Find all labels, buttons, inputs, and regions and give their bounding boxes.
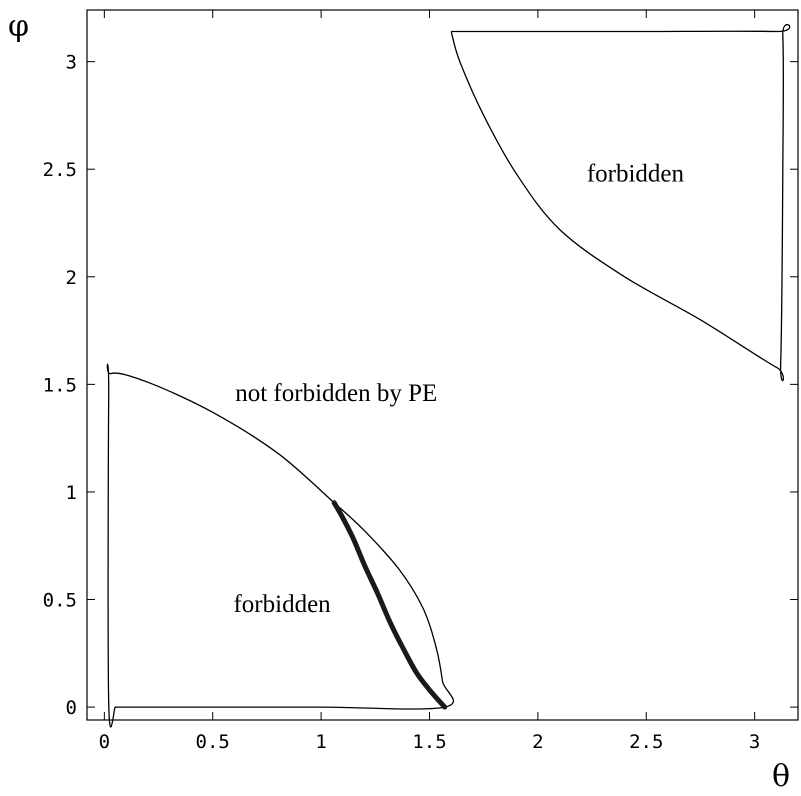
x-tick-label: 3: [749, 731, 760, 753]
x-tick-label: 1.5: [412, 731, 446, 753]
x-axis-label: θ: [772, 759, 790, 794]
thick-curve: [331, 500, 448, 710]
region-label: forbidden: [233, 591, 331, 618]
y-tick-label: 2: [66, 267, 77, 289]
region-boundary-1: [106, 363, 454, 728]
x-tick-label: 0: [99, 731, 110, 753]
tick-labels: 0 0.5 1 1.5 2 2.5 3 0 0.5 1 1.5 2 2.5 3: [43, 52, 761, 753]
y-axis-label: φ: [8, 9, 29, 44]
region-boundary-2: [450, 24, 791, 382]
region-label: forbidden: [587, 161, 685, 188]
tick-marks: [87, 10, 798, 720]
y-tick-label: 1: [66, 482, 77, 504]
x-tick-label: 2.5: [629, 731, 663, 753]
x-tick-label: 0.5: [196, 731, 230, 753]
y-tick-label: 0: [66, 697, 77, 719]
series-layer: [106, 24, 791, 728]
region-label: not forbidden by PE: [235, 380, 437, 407]
annotations: forbidden not forbidden by PE forbidden: [233, 161, 684, 618]
plot-frame: [86, 9, 799, 721]
y-tick-label: 2.5: [43, 159, 77, 181]
x-tick-label: 2: [532, 731, 543, 753]
y-tick-label: 0.5: [43, 590, 77, 612]
y-tick-label: 3: [66, 52, 77, 74]
x-tick-label: 1: [315, 731, 326, 753]
y-tick-label: 1.5: [43, 374, 77, 396]
